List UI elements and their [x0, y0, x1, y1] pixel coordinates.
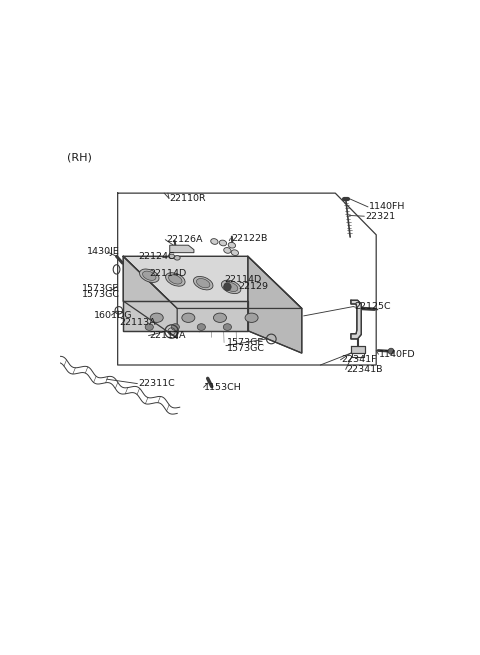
Ellipse shape	[174, 255, 180, 260]
Ellipse shape	[140, 269, 159, 282]
Polygon shape	[248, 256, 302, 353]
Text: (RH): (RH)	[67, 153, 92, 163]
Text: 1573GC: 1573GC	[227, 344, 264, 353]
Polygon shape	[123, 256, 177, 338]
Text: 22321: 22321	[365, 212, 395, 221]
Text: 1573GE: 1573GE	[227, 338, 264, 347]
Text: 22311C: 22311C	[138, 379, 175, 388]
Text: 1573GC: 1573GC	[83, 290, 120, 299]
Text: 1140FD: 1140FD	[379, 350, 416, 359]
Polygon shape	[123, 301, 248, 331]
Ellipse shape	[219, 240, 227, 246]
Ellipse shape	[223, 324, 231, 330]
Polygon shape	[351, 346, 365, 353]
Ellipse shape	[168, 254, 175, 259]
Ellipse shape	[196, 278, 210, 288]
Ellipse shape	[166, 272, 185, 286]
Text: 22114D: 22114D	[225, 275, 262, 284]
Text: 22129: 22129	[239, 282, 269, 291]
Text: 22110R: 22110R	[170, 194, 206, 203]
Text: 22341F: 22341F	[341, 355, 377, 364]
Text: 1153CH: 1153CH	[204, 383, 242, 392]
Polygon shape	[123, 256, 302, 309]
Text: 22114D: 22114D	[149, 269, 187, 278]
Text: 22341B: 22341B	[347, 365, 383, 374]
Polygon shape	[170, 245, 194, 253]
Text: 22125C: 22125C	[354, 302, 391, 311]
Ellipse shape	[214, 313, 227, 322]
Ellipse shape	[193, 276, 213, 290]
Ellipse shape	[182, 313, 195, 322]
Text: 1140FH: 1140FH	[369, 202, 405, 212]
Ellipse shape	[224, 282, 238, 291]
Text: 22112A: 22112A	[149, 331, 186, 340]
Ellipse shape	[228, 242, 236, 248]
Text: 22113A: 22113A	[120, 318, 156, 327]
Ellipse shape	[197, 324, 205, 330]
Text: 1573GE: 1573GE	[83, 284, 120, 293]
Text: 1430JE: 1430JE	[87, 248, 120, 256]
Ellipse shape	[143, 271, 156, 280]
Text: 1601DG: 1601DG	[94, 310, 132, 320]
Ellipse shape	[168, 275, 182, 284]
Ellipse shape	[145, 324, 154, 330]
Text: 22124C: 22124C	[138, 252, 175, 261]
Ellipse shape	[221, 280, 241, 293]
Ellipse shape	[211, 238, 218, 244]
Circle shape	[388, 348, 394, 354]
Ellipse shape	[245, 313, 258, 322]
Ellipse shape	[224, 248, 231, 253]
Circle shape	[224, 283, 231, 291]
Ellipse shape	[150, 313, 163, 322]
Polygon shape	[351, 300, 361, 339]
Ellipse shape	[231, 250, 239, 255]
Ellipse shape	[171, 324, 180, 330]
Text: 22122B: 22122B	[231, 234, 267, 243]
Text: 22126A: 22126A	[166, 235, 203, 244]
